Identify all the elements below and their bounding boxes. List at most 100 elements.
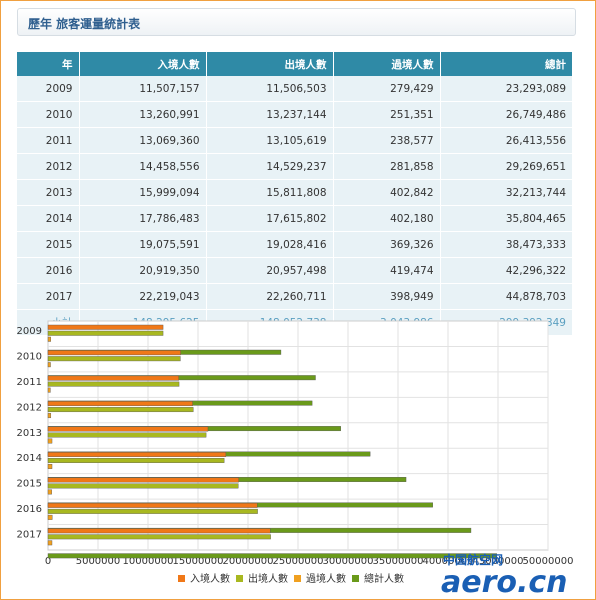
page-title: 歷年 旅客運量統計表 xyxy=(28,17,141,31)
bar-2-2011 xyxy=(47,381,180,387)
cell-year: 2010 xyxy=(17,101,80,128)
y-category-label: 2012 xyxy=(17,402,42,413)
y-category-label: 2016 xyxy=(17,504,42,515)
cell-departures: 22,260,711 xyxy=(206,283,334,310)
cell-year: 2009 xyxy=(17,76,80,102)
y-category-label: 2011 xyxy=(17,377,42,388)
header-total[interactable]: 總計 xyxy=(440,52,572,76)
bar-1-2009 xyxy=(47,324,164,330)
watermark-logo: 中国航空网 aero.cn xyxy=(441,552,568,596)
bar-2-2012 xyxy=(47,407,194,413)
cell-arrivals: 19,075,591 xyxy=(79,231,207,258)
cell-total: 26,749,486 xyxy=(440,101,572,128)
legend-label-4: 總計人數 xyxy=(364,572,404,585)
cell-year: 2015 xyxy=(17,231,80,258)
table-row: 2013 15,999,094 15,811,808 402,842 32,213,74… xyxy=(17,179,572,206)
x-tick-label: 5000000 xyxy=(76,556,121,567)
cell-departures: 13,105,619 xyxy=(206,127,334,154)
x-tick-label: 30000000 xyxy=(323,556,374,567)
cell-arrivals: 17,786,483 xyxy=(79,205,207,232)
table-row: 2015 19,075,591 19,028,416 369,326 38,473,33… xyxy=(17,231,572,258)
cell-transit: 398,949 xyxy=(333,283,441,310)
table-row: 2009 11,507,157 11,506,503 279,429 23,293,08… xyxy=(17,76,572,102)
bar-2-2010 xyxy=(47,356,181,362)
bar-3-2013 xyxy=(47,438,53,444)
header-departures[interactable]: 出境人數 xyxy=(206,52,334,76)
x-tick-label: 35000000 xyxy=(373,556,424,567)
y-category-label: 2014 xyxy=(17,453,42,464)
cell-total: 44,878,703 xyxy=(440,283,572,310)
cell-year: 2011 xyxy=(17,127,80,154)
x-tick-label: 50000000 xyxy=(523,556,574,567)
cell-departures: 20,957,498 xyxy=(206,257,334,284)
legend-label-3: 過境人數 xyxy=(306,572,346,585)
cell-arrivals: 20,919,350 xyxy=(79,257,207,284)
table-row: 2016 20,919,350 20,957,498 419,474 42,296,32… xyxy=(17,257,572,284)
table-row: 2014 17,786,483 17,615,802 402,180 35,804,46… xyxy=(17,205,572,232)
x-tick-label: 20000000 xyxy=(223,556,274,567)
bar-1-2011 xyxy=(47,375,179,381)
bar-2-2017 xyxy=(47,534,271,540)
cell-arrivals: 13,260,991 xyxy=(79,101,207,128)
cell-total: 23,293,089 xyxy=(440,76,572,102)
cell-departures: 15,811,808 xyxy=(206,179,334,206)
cell-transit: 402,842 xyxy=(333,179,441,206)
cell-year: 2013 xyxy=(17,179,80,206)
cell-total: 26,413,556 xyxy=(440,127,572,154)
cell-arrivals: 14,458,556 xyxy=(79,153,207,180)
cell-transit: 419,474 xyxy=(333,257,441,284)
y-category-label: 2013 xyxy=(17,428,42,439)
y-category-label: 2010 xyxy=(17,351,42,362)
x-tick-label: 45000000 xyxy=(473,556,524,567)
cell-total: 29,269,651 xyxy=(440,153,572,180)
bar-1-2015 xyxy=(47,477,239,483)
cell-transit: 251,351 xyxy=(333,101,441,128)
x-tick-label: 0 xyxy=(45,556,51,567)
bar-2-2013 xyxy=(47,432,207,438)
bar-1-2017 xyxy=(47,528,271,534)
cell-year: 2012 xyxy=(17,153,80,180)
cell-total: 32,213,744 xyxy=(440,179,572,206)
table-row: 2012 14,458,556 14,529,237 281,858 29,269,65… xyxy=(17,153,572,180)
bar-3-2010 xyxy=(47,362,51,368)
watermark-en: aero.cn xyxy=(441,565,568,596)
legend-swatch-2 xyxy=(236,575,243,582)
watermark-cn: 中国航空网 xyxy=(443,552,503,567)
header-year[interactable]: 年 xyxy=(17,52,80,76)
legend-swatch-3 xyxy=(294,575,301,582)
cell-arrivals: 13,069,360 xyxy=(79,127,207,154)
table-header-row: 年 入境人數 出境人數 過境人數 總計 xyxy=(17,52,572,76)
y-category-label: 2017 xyxy=(17,530,42,541)
bar-3-2017 xyxy=(47,540,53,546)
cell-year: 2014 xyxy=(17,205,80,232)
table-row: 2017 22,219,043 22,260,711 398,949 44,878,70… xyxy=(17,283,572,310)
cell-year: 2016 xyxy=(17,257,80,284)
bar-4-2017 xyxy=(47,553,497,559)
header-arrivals[interactable]: 入境人數 xyxy=(79,52,207,76)
header-transit[interactable]: 過境人數 xyxy=(333,52,441,76)
legend-swatch-1 xyxy=(178,575,185,582)
bar-2-2009 xyxy=(47,330,164,336)
legend-label-1: 入境人數 xyxy=(190,572,230,585)
legend-swatch-4 xyxy=(352,575,359,582)
y-category-label: 2009 xyxy=(17,326,42,337)
x-tick-label: 15000000 xyxy=(173,556,224,567)
bar-1-2016 xyxy=(47,502,258,508)
bar-2-2015 xyxy=(47,483,239,489)
x-tick-label: 25000000 xyxy=(273,556,324,567)
bar-3-2009 xyxy=(47,336,51,342)
title-bar: 歷年 旅客運量統計表 xyxy=(17,8,576,36)
cell-departures: 11,506,503 xyxy=(206,76,334,102)
bar-3-2015 xyxy=(47,489,52,495)
cell-year: 2017 xyxy=(17,283,80,310)
cell-transit: 402,180 xyxy=(333,205,441,232)
y-category-label: 2015 xyxy=(17,479,42,490)
cell-arrivals: 22,219,043 xyxy=(79,283,207,310)
bar-2-2016 xyxy=(47,508,258,514)
cell-transit: 279,429 xyxy=(333,76,441,102)
cell-arrivals: 11,507,157 xyxy=(79,76,207,102)
bar-2-2014 xyxy=(47,458,225,463)
cell-departures: 17,615,802 xyxy=(206,205,334,232)
legend-label-2: 出境人數 xyxy=(248,572,288,585)
cell-total: 38,473,333 xyxy=(440,231,572,258)
